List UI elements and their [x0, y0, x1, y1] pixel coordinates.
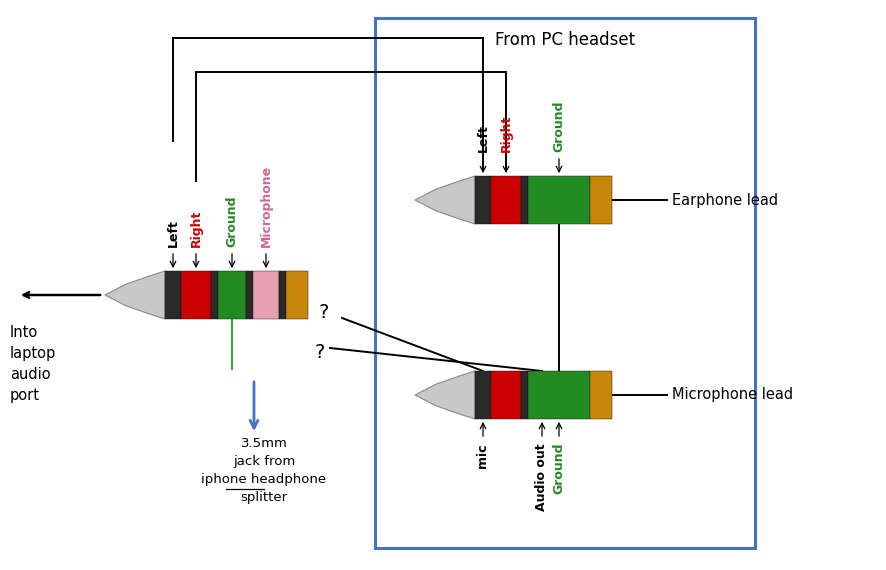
Polygon shape [415, 176, 475, 224]
Bar [475, 176, 491, 224]
Text: Right: Right [500, 115, 512, 152]
Bar [475, 371, 491, 419]
Bar [528, 176, 590, 224]
Bar [491, 371, 521, 419]
Bar [218, 271, 246, 319]
Bar [521, 371, 528, 419]
Text: From PC headset: From PC headset [495, 31, 635, 49]
Bar [375, 18, 755, 548]
Text: Into
laptop
audio
port: Into laptop audio port [10, 325, 56, 403]
Text: ?: ? [315, 344, 325, 363]
Text: jack from: jack from [233, 455, 295, 468]
Bar [590, 176, 612, 224]
Text: Left: Left [477, 124, 489, 152]
Text: Earphone lead: Earphone lead [672, 193, 778, 207]
Bar [521, 176, 528, 224]
Text: iphone headphone: iphone headphone [201, 473, 327, 486]
Bar [246, 271, 253, 319]
Bar [253, 271, 279, 319]
Text: Ground: Ground [553, 100, 565, 152]
Bar [181, 271, 211, 319]
Bar [491, 176, 521, 224]
Text: mic: mic [477, 443, 489, 467]
Bar [165, 271, 181, 319]
Text: Microphone lead: Microphone lead [672, 388, 793, 402]
Polygon shape [415, 371, 475, 419]
Bar [211, 271, 218, 319]
Text: Audio out: Audio out [535, 443, 548, 511]
Polygon shape [105, 271, 165, 319]
Text: ?: ? [319, 303, 330, 323]
Text: Ground: Ground [553, 443, 565, 495]
Text: Ground: Ground [226, 196, 238, 247]
Bar [590, 371, 612, 419]
Text: splitter: splitter [240, 491, 288, 504]
Bar [279, 271, 286, 319]
Bar [528, 371, 590, 419]
Text: Right: Right [190, 210, 203, 247]
Text: Left: Left [167, 219, 180, 247]
Bar [286, 271, 308, 319]
Text: Microphone: Microphone [260, 165, 273, 247]
Text: 3.5mm: 3.5mm [241, 437, 287, 450]
